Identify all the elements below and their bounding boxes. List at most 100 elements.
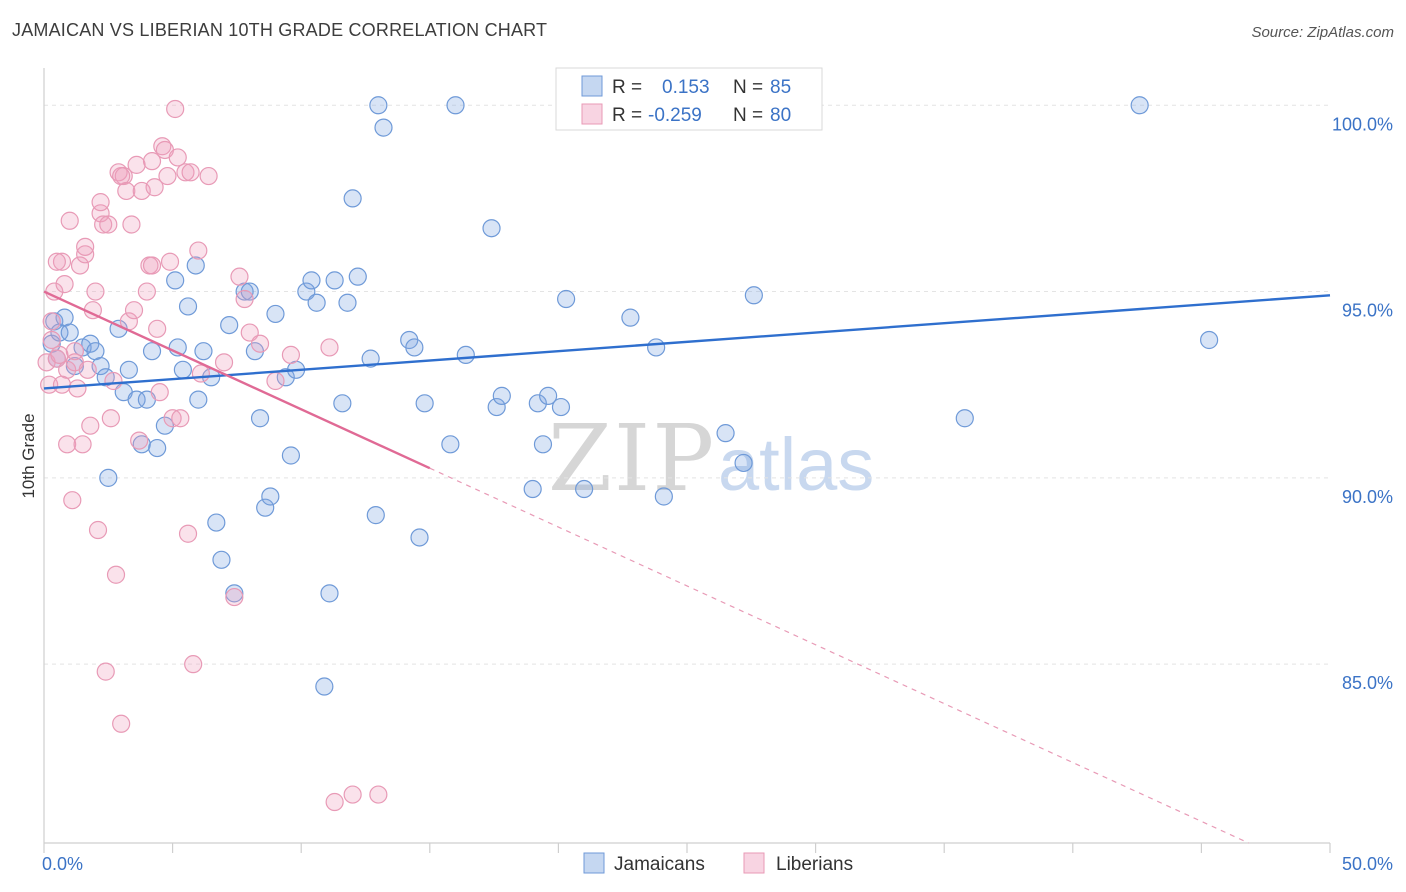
series-legend-label-liberians: Liberians bbox=[776, 854, 853, 875]
liberians-points bbox=[37, 99, 388, 812]
jamaicans-point-77 bbox=[654, 487, 673, 506]
liberians-point-79 bbox=[52, 375, 72, 394]
x-tick-label-0: 0.0% bbox=[42, 854, 83, 874]
jamaicans-trend-line bbox=[43, 294, 1331, 390]
jamaicans-point-40 bbox=[266, 304, 285, 324]
jamaicans-point-61 bbox=[415, 394, 434, 413]
jamaicans-point-57 bbox=[374, 118, 393, 137]
liberians-point-51 bbox=[171, 409, 190, 428]
jamaicans-point-41 bbox=[276, 368, 295, 387]
axes bbox=[43, 68, 1331, 853]
liberians-point-74 bbox=[91, 193, 110, 212]
source-note: Source: ZipAtlas.com bbox=[1251, 24, 1394, 41]
y-axis-title: 10th Grade bbox=[19, 413, 38, 498]
liberians-point-24 bbox=[99, 215, 118, 234]
jamaicans-point-59 bbox=[405, 338, 424, 357]
liberians-point-36 bbox=[130, 431, 149, 450]
y-tick-label-1: 95.0% bbox=[1342, 301, 1393, 321]
liberians-point-40 bbox=[142, 152, 162, 171]
jamaicans-point-47 bbox=[315, 677, 334, 696]
liberians-point-22 bbox=[94, 215, 113, 234]
jamaicans-point-28 bbox=[194, 342, 213, 361]
liberians-point-12 bbox=[68, 379, 87, 398]
jamaicans-point-46 bbox=[307, 293, 326, 312]
legend-n-value-liberians: 80 bbox=[770, 105, 791, 126]
series-legend: Jamaicans Liberians bbox=[583, 852, 853, 875]
y-tick-label-2: 90.0% bbox=[1342, 487, 1393, 507]
liberians-point-60 bbox=[225, 587, 244, 607]
liberians-point-67 bbox=[320, 338, 339, 357]
jamaicans-point-45 bbox=[302, 271, 321, 290]
jamaicans-point-44 bbox=[297, 282, 316, 301]
jamaicans-point-15 bbox=[119, 360, 138, 379]
liberians-point-19 bbox=[86, 282, 105, 301]
liberians-point-68 bbox=[325, 792, 344, 812]
chart-title: JAMAICAN VS LIBERIAN 10TH GRADE CORRELAT… bbox=[12, 20, 548, 40]
y-tick-label-3: 85.0% bbox=[1342, 673, 1393, 693]
liberians-point-65 bbox=[266, 371, 285, 391]
liberians-point-13 bbox=[70, 256, 90, 275]
liberians-point-63 bbox=[240, 323, 259, 342]
jamaicans-point-60 bbox=[410, 528, 429, 547]
jamaicans-point-72 bbox=[551, 397, 571, 417]
liberians-point-43 bbox=[150, 383, 169, 402]
x-tick-label-1: 50.0% bbox=[1342, 854, 1393, 874]
legend-n-label-liberians: N = bbox=[733, 105, 763, 126]
liberians-point-71 bbox=[47, 252, 66, 271]
jamaicans-point-81 bbox=[955, 409, 974, 428]
liberians-point-57 bbox=[191, 364, 210, 383]
liberians-point-38 bbox=[137, 282, 156, 301]
liberians-point-17 bbox=[81, 416, 100, 435]
liberians-point-73 bbox=[76, 237, 95, 256]
liberians-point-78 bbox=[65, 353, 84, 372]
legend-r-label-jamaicans: R = bbox=[612, 77, 642, 98]
liberians-point-23 bbox=[96, 662, 115, 681]
legend-swatch-liberians bbox=[581, 103, 603, 125]
liberians-point-62 bbox=[235, 289, 254, 309]
liberians-point-27 bbox=[106, 565, 126, 584]
jamaicans-point-62 bbox=[441, 435, 460, 454]
legend-r-value-jamaicans: 0.153 bbox=[662, 77, 710, 98]
liberians-point-5 bbox=[50, 345, 69, 364]
legend-n-value-jamaicans: 85 bbox=[770, 77, 791, 98]
jamaicans-point-69 bbox=[528, 394, 547, 413]
liberians-point-52 bbox=[176, 163, 195, 182]
jamaicans-points bbox=[42, 96, 1219, 696]
liberians-point-56 bbox=[189, 241, 208, 260]
jamaicans-point-80 bbox=[744, 286, 763, 305]
jamaicans-point-50 bbox=[333, 394, 352, 413]
jamaicans-point-49 bbox=[325, 271, 344, 290]
liberians-point-61 bbox=[230, 267, 249, 286]
x-tick-labels: 0.0% 50.0% bbox=[42, 854, 1393, 874]
jamaicans-point-83 bbox=[1200, 330, 1219, 350]
jamaicans-point-55 bbox=[366, 506, 385, 525]
stats-legend: R = 0.153 N = 85 R = -0.259 N = 80 bbox=[555, 67, 823, 131]
liberians-point-35 bbox=[127, 155, 146, 174]
liberians-trend-line bbox=[43, 290, 431, 470]
jamaicans-point-63 bbox=[446, 96, 465, 115]
stats-legend-box bbox=[555, 67, 823, 131]
jamaicans-point-24 bbox=[173, 360, 192, 379]
jamaicans-point-74 bbox=[575, 479, 594, 499]
jamaicans-point-51 bbox=[338, 293, 357, 312]
liberians-point-49 bbox=[166, 99, 185, 119]
trend-lines bbox=[43, 290, 1331, 844]
liberians-point-33 bbox=[122, 215, 141, 234]
jamaicans-point-73 bbox=[557, 289, 576, 309]
liberians-point-76 bbox=[142, 256, 162, 275]
watermark-atlas-text: atlas bbox=[718, 423, 874, 506]
jamaicans-point-52 bbox=[343, 189, 362, 208]
grid-lines bbox=[44, 104, 1330, 665]
jamaicans-point-54 bbox=[361, 349, 380, 368]
jamaicans-point-12 bbox=[99, 468, 118, 487]
liberians-point-6 bbox=[52, 252, 72, 271]
liberians-point-58 bbox=[199, 166, 218, 186]
jamaicans-point-82 bbox=[1130, 96, 1149, 115]
jamaicans-point-42 bbox=[281, 446, 301, 465]
liberians-point-41 bbox=[145, 178, 164, 197]
jamaicans-point-56 bbox=[369, 96, 388, 115]
jamaicans-point-64 bbox=[456, 345, 475, 364]
liberians-point-66 bbox=[281, 345, 301, 364]
legend-r-value-liberians: -0.259 bbox=[648, 105, 702, 126]
jamaicans-point-70 bbox=[533, 435, 553, 454]
